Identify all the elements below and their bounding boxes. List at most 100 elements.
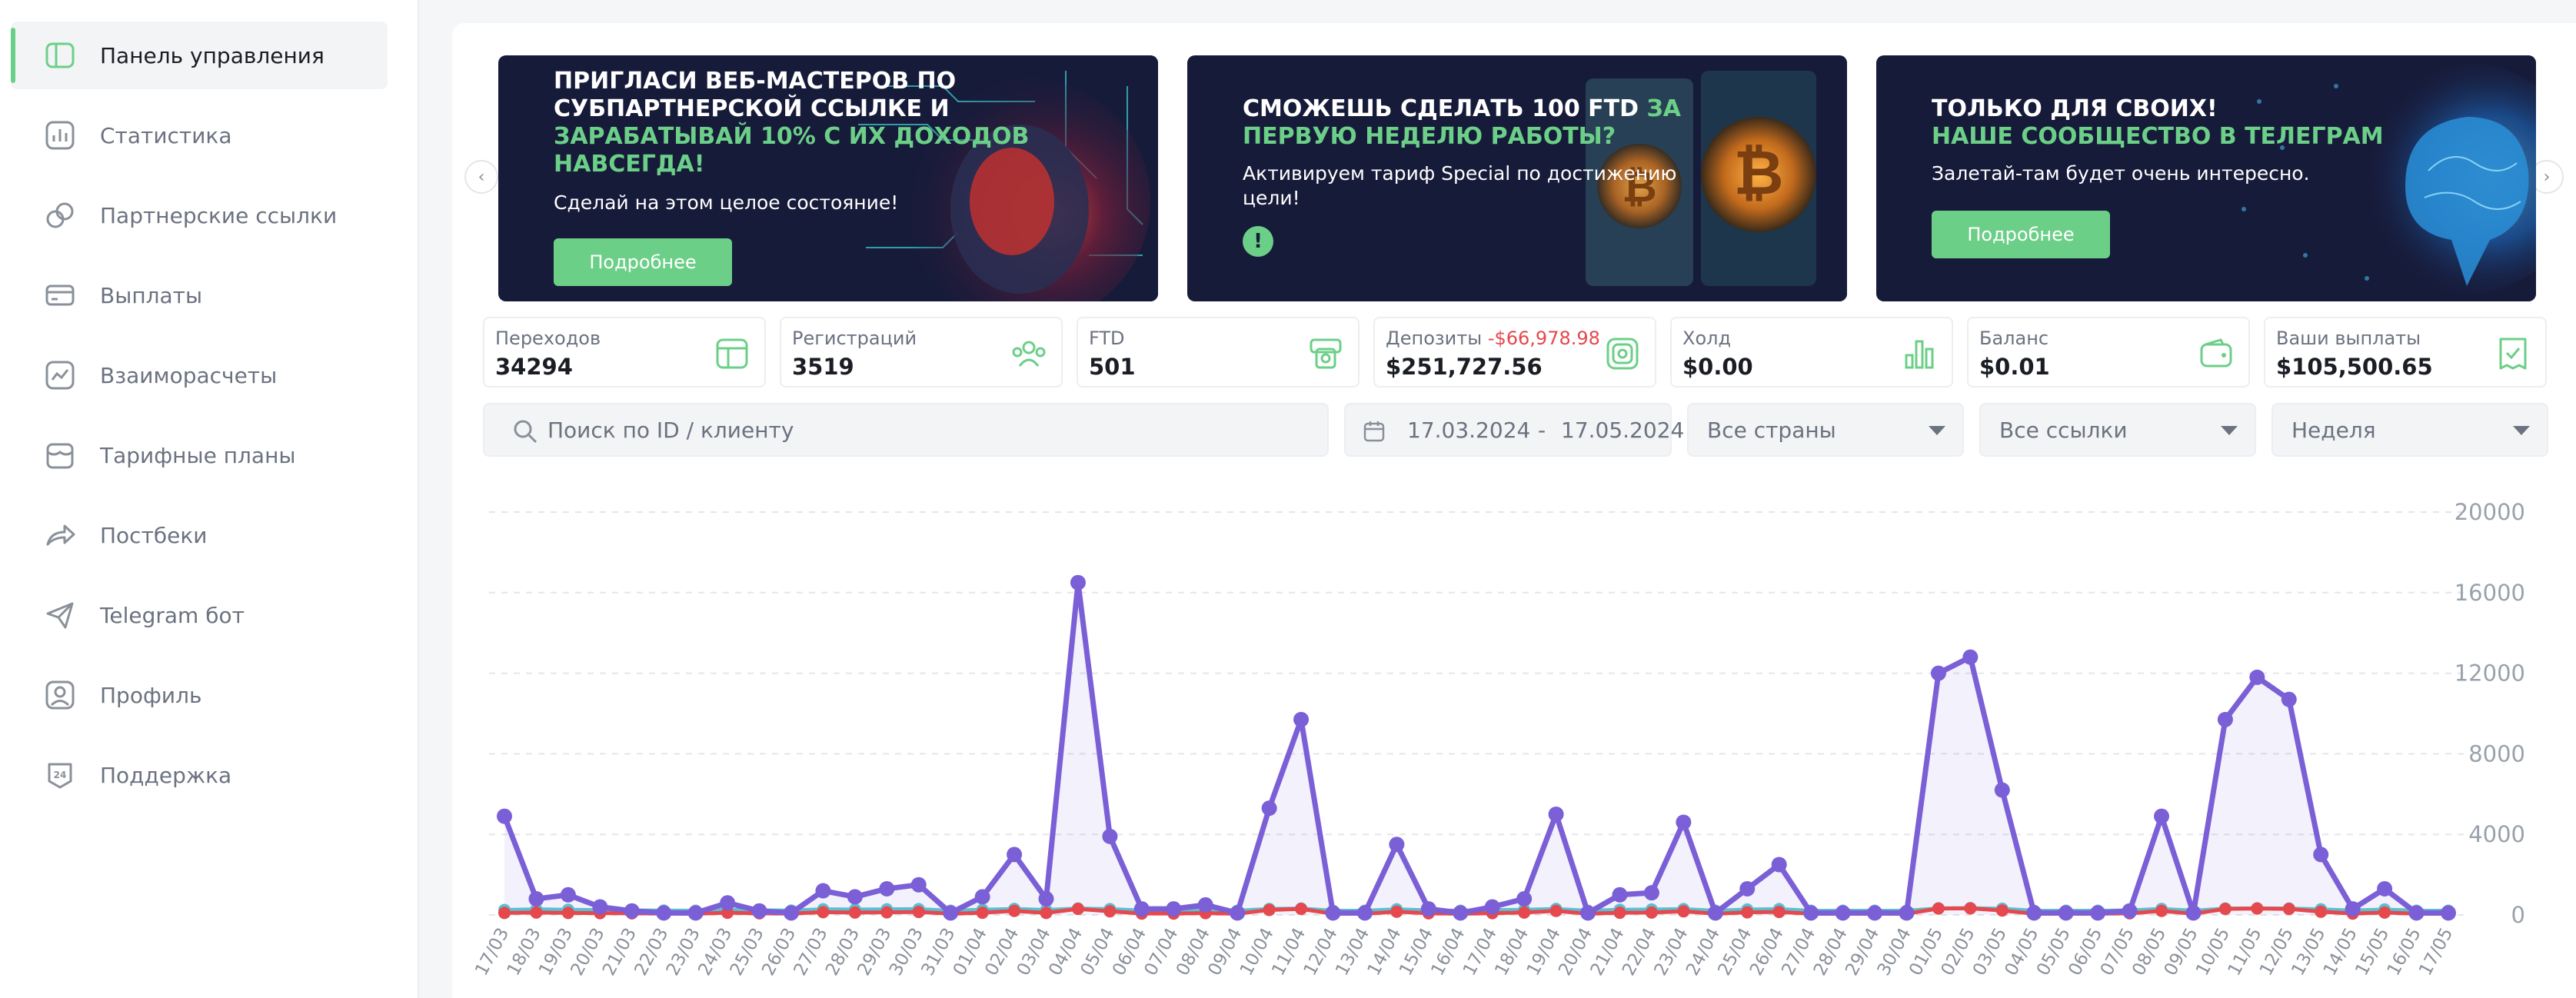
data-point	[1070, 574, 1086, 590]
search-placeholder: Поиск по ID / клиенту	[547, 417, 794, 443]
links-select[interactable]: Все ссылки	[1979, 403, 2256, 457]
sidebar-item-affiliate-links[interactable]: Партнерские ссылки	[11, 181, 388, 249]
data-point	[1040, 903, 1053, 916]
data-point	[1133, 901, 1150, 917]
data-point	[2154, 808, 2170, 824]
data-point	[1613, 903, 1626, 916]
sidebar-item-statistics[interactable]: Статистика	[11, 101, 388, 169]
sidebar-item-profile[interactable]: Профиль	[11, 661, 388, 729]
x-tick-label: 14/04	[1364, 925, 1406, 980]
series-line	[504, 906, 2448, 913]
x-tick-label: 29/04	[1842, 925, 1883, 980]
data-point	[1867, 905, 1883, 921]
sidebar-item-dashboard[interactable]: Панель управления	[11, 22, 388, 89]
x-tick-label: 03/05	[1969, 925, 2011, 980]
data-point	[497, 808, 512, 824]
data-point	[1836, 904, 1849, 917]
sidebar-item-telegram-bot[interactable]: Telegram бот	[11, 581, 388, 649]
data-point	[1900, 904, 1913, 917]
data-point	[1869, 904, 1882, 917]
data-point	[1549, 903, 1563, 916]
x-tick-label: 07/04	[1141, 925, 1183, 980]
data-point	[1516, 891, 1533, 907]
data-point	[2408, 905, 2425, 921]
data-point	[657, 907, 671, 920]
data-point	[498, 903, 511, 916]
data-point	[1199, 903, 1212, 916]
data-point	[594, 903, 607, 916]
data-point	[815, 883, 831, 899]
user-icon	[43, 678, 77, 712]
data-point	[2028, 907, 2041, 920]
y-tick-label: 0	[2511, 902, 2525, 928]
promo-banner-telegram[interactable]: ТОЛЬКО ДЛЯ СВОИХ! НАШЕ СООБЩЕСТВО В ТЕЛЕ…	[1876, 55, 2536, 301]
banner-title: СМОЖЕШЬ СДЕЛАТЬ 100 FTD ЗА	[1243, 95, 1681, 123]
chevron-down-icon	[1929, 426, 1945, 435]
search-input[interactable]: Поиск по ID / клиенту	[483, 403, 1329, 457]
x-tick-label: 08/05	[2128, 925, 2170, 980]
x-tick-label: 28/03	[822, 925, 864, 980]
data-point	[1484, 899, 1500, 915]
data-point	[2155, 903, 2168, 916]
data-point	[1420, 901, 1436, 917]
data-point	[1103, 905, 1117, 918]
data-point	[1772, 906, 1786, 919]
x-tick-label: 13/05	[2288, 925, 2329, 980]
stat-card-clicks: Переходов 34294	[483, 317, 766, 388]
data-point	[1261, 800, 1277, 817]
x-tick-label: 07/05	[2097, 925, 2138, 980]
banner-more-button[interactable]: Подробнее	[1932, 211, 2110, 258]
data-point	[2345, 901, 2361, 917]
support-icon: 24	[43, 758, 77, 792]
data-point	[879, 880, 895, 897]
data-point	[1580, 905, 1596, 921]
data-point	[1263, 903, 1276, 916]
data-point	[2281, 691, 2297, 707]
data-point	[1645, 906, 1658, 919]
data-point	[817, 903, 830, 916]
data-point	[689, 904, 702, 917]
data-point	[1994, 782, 2010, 798]
date-range-picker[interactable]: 17.03.2024 - 17.05.2024	[1344, 403, 1684, 457]
sidebar-item-label: Тарифные планы	[100, 442, 296, 468]
sidebar-item-support[interactable]: 24 Поддержка	[11, 741, 388, 809]
data-point	[1325, 905, 1341, 921]
sidebar-item-postbacks[interactable]: Постбеки	[11, 501, 388, 569]
x-tick-label: 24/03	[694, 925, 736, 980]
sidebar-item-payouts[interactable]: Выплаты	[11, 261, 388, 329]
x-tick-label: 23/03	[663, 925, 704, 980]
data-point	[944, 904, 957, 917]
country-select[interactable]: Все страны	[1687, 403, 1964, 457]
data-point	[1358, 907, 1371, 920]
carousel-prev-button[interactable]: ‹	[464, 160, 498, 194]
data-point	[2059, 904, 2072, 917]
x-tick-label: 16/04	[1427, 925, 1469, 980]
data-point	[1102, 828, 1118, 844]
data-point	[783, 905, 799, 921]
data-point	[2282, 903, 2295, 916]
x-tick-label: 14/05	[2320, 925, 2361, 980]
x-tick-label: 04/04	[1045, 925, 1087, 980]
data-point	[1040, 907, 1053, 920]
users-icon	[1010, 335, 1047, 372]
share-icon	[43, 518, 77, 552]
x-tick-label: 03/04	[1013, 925, 1055, 980]
sidebar-item-tariffs[interactable]: Тарифные планы	[11, 421, 388, 489]
stat-card-ftd: FTD 501	[1077, 317, 1360, 388]
date-separator: -	[1538, 417, 1546, 443]
chevron-left-icon: ‹	[478, 167, 485, 187]
promo-banner-subpartner[interactable]: ПРИГЛАСИ ВЕБ-МАСТЕРОВ ПО СУБПАРТНЕРСКОЙ …	[498, 55, 1158, 301]
data-point	[1548, 807, 1564, 822]
data-point	[912, 903, 925, 916]
banner-more-button[interactable]: Подробнее	[554, 238, 732, 286]
data-point	[1486, 907, 1499, 920]
sidebar-item-settlements[interactable]: Взаиморасчеты	[11, 341, 388, 409]
data-point	[2187, 907, 2200, 920]
y-tick-label: 12000	[2455, 660, 2525, 687]
period-select[interactable]: Неделя	[2271, 403, 2548, 457]
promo-banner-ftd[interactable]: ₿ ₿ СМОЖЕШЬ СДЕЛАТЬ 100 FTD ЗА ПЕРВУЮ НЕ…	[1187, 55, 1847, 301]
data-point	[943, 905, 959, 921]
data-point	[1709, 904, 1722, 917]
layout-icon	[43, 38, 77, 72]
stat-negative-delta: -$66,978.98	[1487, 328, 1600, 349]
